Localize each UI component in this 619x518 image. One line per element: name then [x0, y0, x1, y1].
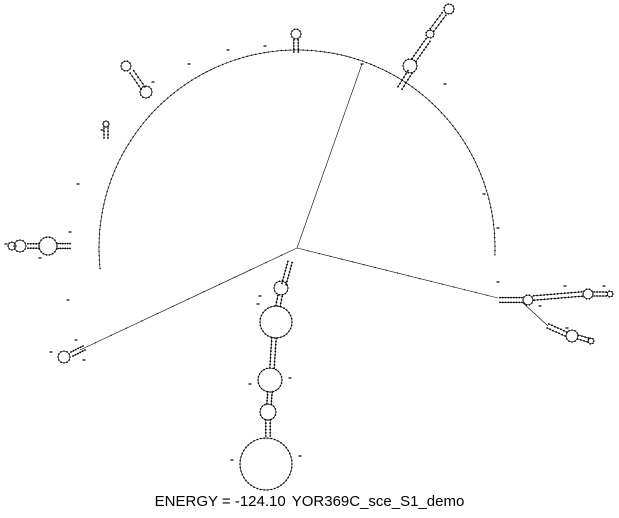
sequence-name: YOR369C_sce_S1_demo	[291, 493, 465, 510]
energy-label: ENERGY = -124.10	[154, 493, 286, 510]
numbering-ticks	[4, 45, 606, 461]
base-dots	[7, 3, 614, 491]
structure-caption: ENERGY = -124.10 YOR369C_sce_S1_demo	[0, 493, 619, 510]
